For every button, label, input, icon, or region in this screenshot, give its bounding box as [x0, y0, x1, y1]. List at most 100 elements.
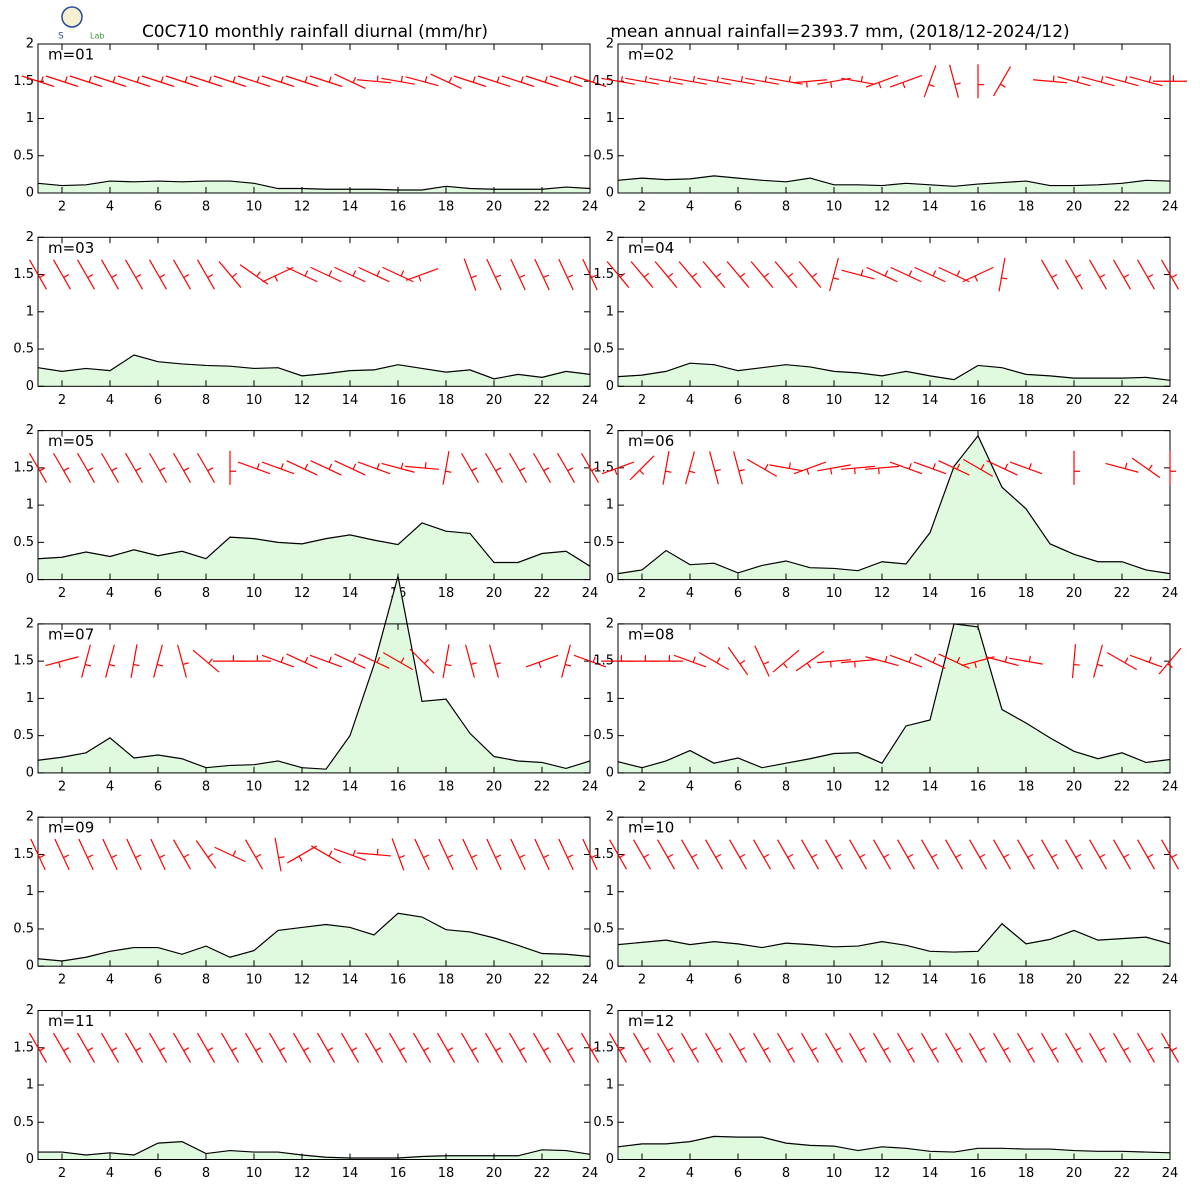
wind-barb [310, 266, 342, 283]
barb-tick [136, 76, 140, 83]
wind-barb [992, 839, 1012, 870]
barb-tick [763, 272, 770, 278]
barb-tick [564, 663, 572, 667]
barb-shaft [1016, 839, 1036, 870]
wind-barb [105, 644, 116, 678]
wind-barb [704, 839, 724, 870]
barb-shaft [409, 648, 435, 674]
wind-barb [1131, 457, 1161, 479]
barb-shaft [702, 261, 726, 288]
barb-shaft [727, 646, 749, 676]
barb-tick [445, 663, 452, 667]
barb-tick [691, 1047, 698, 1052]
wind-barb [573, 75, 607, 88]
barb-tick [999, 83, 1006, 88]
barb-tick [470, 662, 477, 666]
x-tick-label: 8 [202, 1166, 210, 1181]
barb-shaft [1064, 259, 1084, 290]
x-tick-label: 24 [1162, 1166, 1179, 1181]
wind-barb [992, 66, 1012, 97]
wind-barb [286, 266, 318, 283]
wind-barb [124, 1032, 144, 1063]
barb-tick [883, 1047, 890, 1052]
barb-shaft [580, 1032, 600, 1063]
barb-shaft [673, 77, 707, 85]
barb-tick [907, 1047, 914, 1052]
barb-tick [496, 76, 500, 83]
wind-barb [1064, 839, 1084, 870]
x-tick-label: 22 [534, 586, 551, 601]
barb-tick [691, 853, 698, 858]
barb-shaft [986, 460, 1018, 476]
x-tick-label: 18 [1018, 393, 1035, 408]
x-tick-label: 24 [1162, 973, 1179, 988]
y-tick-label: 1 [606, 1078, 614, 1093]
barb-shaft [334, 266, 366, 283]
barb-shaft [1040, 259, 1060, 290]
barb-shaft [510, 838, 526, 871]
barb-tick [1148, 464, 1153, 471]
barb-shaft [800, 1032, 820, 1063]
y-tick-label: 1 [26, 304, 34, 319]
barb-tick [274, 275, 278, 282]
wind-barb [192, 649, 220, 673]
barb-tick [614, 468, 618, 475]
wind-barb [412, 1032, 432, 1063]
wind-barb [310, 845, 342, 864]
wind-barb [673, 654, 707, 668]
x-tick-label: 20 [1066, 973, 1083, 988]
barb-tick [1096, 663, 1104, 667]
barb-shaft [601, 77, 635, 85]
panel-label: m=10 [628, 819, 674, 837]
barb-tick [567, 854, 574, 859]
wind-barb [580, 1032, 600, 1063]
wind-barb [261, 75, 295, 88]
barb-shaft [442, 451, 450, 485]
panel-label: m=06 [628, 432, 674, 450]
wind-barb [442, 451, 452, 485]
x-tick-label: 14 [922, 779, 939, 794]
wind-barb [124, 259, 144, 290]
y-tick-label: 0.5 [13, 921, 34, 936]
barb-tick [207, 273, 214, 279]
wind-barb [798, 261, 822, 288]
wind-barb [1153, 75, 1187, 82]
barb-tick [830, 468, 833, 475]
line [37, 912, 591, 962]
barb-tick [304, 270, 309, 277]
barb-tick [716, 657, 721, 664]
barb-shaft [177, 644, 187, 678]
barb-shaft [685, 451, 695, 485]
y-tick-label: 0.5 [593, 535, 614, 550]
barb-shaft [262, 266, 294, 283]
y-tick-label: 0 [26, 1152, 34, 1167]
barb-tick [1124, 76, 1128, 83]
wind-barb [1136, 839, 1156, 870]
wind-barb [237, 75, 271, 88]
x-tick-label: 2 [58, 586, 66, 601]
barb-tick [183, 273, 190, 279]
x-tick-label: 24 [582, 393, 599, 408]
wind-barb [382, 652, 414, 671]
wind-barb [558, 838, 574, 871]
y-tick-label: 2 [26, 1003, 34, 1018]
barb-shaft [746, 458, 778, 477]
line [37, 180, 591, 191]
barb-tick [715, 853, 722, 858]
barb-tick [279, 1047, 286, 1052]
barb-shaft [752, 1032, 772, 1063]
barb-tick [788, 462, 791, 469]
barb-tick [620, 75, 623, 82]
wind-barb [28, 1032, 48, 1063]
barb-tick [376, 463, 380, 470]
y-tick-label: 1.5 [13, 460, 34, 475]
barb-tick [135, 273, 142, 279]
barb-tick [398, 855, 406, 859]
barb-shaft [21, 75, 55, 88]
x-tick-label: 12 [294, 1166, 311, 1181]
barb-tick [351, 1047, 358, 1052]
x-tick-label: 4 [106, 779, 114, 794]
wind-barb [172, 259, 192, 290]
barb-tick [643, 853, 650, 858]
wind-barb [148, 259, 168, 290]
